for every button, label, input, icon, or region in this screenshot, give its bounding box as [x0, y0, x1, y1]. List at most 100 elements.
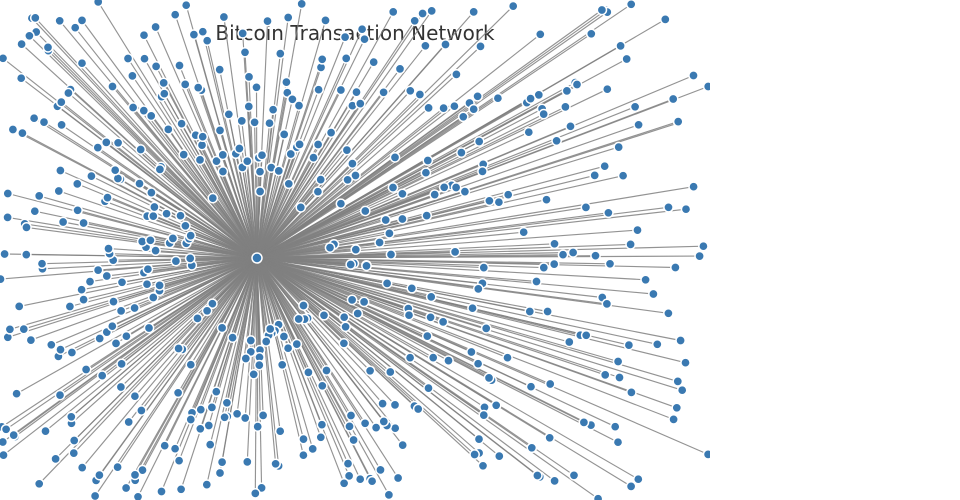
graph-node [92, 142, 104, 153]
graph-node [294, 139, 305, 150]
graph-node [150, 21, 161, 33]
graph-edge [256, 257, 607, 305]
graph-node [335, 84, 347, 96]
graph-node [315, 431, 327, 443]
graph-node [71, 178, 83, 190]
graph-node [15, 72, 27, 84]
graph-node [312, 186, 324, 198]
graph-node [150, 245, 161, 256]
graph-node [80, 364, 92, 375]
graph-node [451, 69, 462, 80]
graph-edge [22, 132, 258, 259]
graph-node [239, 46, 251, 58]
graph-edge [256, 257, 304, 456]
graph-edge [256, 243, 631, 259]
graph-edge [256, 28, 363, 259]
graph-node [590, 250, 601, 262]
graph-edge [256, 257, 349, 464]
graph-node [670, 262, 681, 273]
graph-node [378, 416, 390, 427]
graph-node [394, 63, 406, 75]
graph-node [136, 405, 147, 416]
graph-node [316, 53, 328, 65]
graph-edge [256, 257, 570, 343]
graph-node [580, 202, 592, 213]
graph-node [237, 28, 249, 39]
graph-node [469, 449, 480, 460]
graph-node [159, 440, 171, 452]
graph-node [298, 449, 309, 461]
graph-edge [81, 257, 258, 468]
graph-node [278, 331, 290, 342]
graph-edge [256, 92, 288, 259]
graph-node [340, 321, 351, 333]
graph-node [221, 397, 233, 409]
graph-node [283, 178, 295, 190]
graph-edge [256, 257, 555, 265]
graph-node [241, 456, 253, 468]
graph-node [423, 102, 434, 114]
graph-node [316, 419, 328, 431]
graph-edge [256, 212, 609, 259]
graph-edge [256, 186, 457, 259]
graph-node [472, 358, 484, 370]
graph-node [45, 339, 57, 351]
graph-node [33, 190, 45, 202]
graph-edge [256, 257, 263, 488]
graph-node [364, 365, 376, 377]
graph-node [281, 76, 292, 88]
graph-node [76, 15, 88, 26]
graph-node [197, 131, 209, 143]
graph-edge [256, 257, 646, 281]
graph-edge [256, 255, 700, 259]
graph-edge [256, 257, 500, 457]
graph-edge [7, 216, 258, 259]
graph-node [192, 82, 204, 93]
graph-node [55, 96, 67, 108]
graph-edge [74, 27, 258, 259]
graph-node [422, 155, 434, 166]
graph-node [274, 48, 286, 59]
graph-edge [256, 203, 342, 259]
graph-edge [256, 257, 555, 482]
graph-edge [256, 89, 342, 259]
graph-edge [256, 257, 544, 269]
graph-node [54, 389, 66, 401]
graph-node [387, 182, 399, 193]
graph-node [123, 416, 135, 428]
graph-node [18, 323, 30, 335]
graph-edge [256, 229, 638, 259]
graph-edge [256, 105, 300, 259]
graph-edge [256, 90, 568, 259]
graph-node [544, 378, 556, 390]
graph-node [502, 189, 514, 201]
graph-node [54, 15, 66, 27]
graph-node [420, 40, 431, 52]
graph-node [243, 101, 255, 112]
graph-node [663, 307, 674, 319]
graph-node [0, 449, 9, 461]
graph-edge [60, 257, 258, 351]
graph-node [603, 207, 614, 219]
graph-node [472, 90, 483, 102]
graph-node [219, 411, 230, 423]
graph-node [184, 253, 196, 264]
graph-node [478, 409, 490, 421]
graph-edge [256, 257, 616, 428]
graph-node [17, 127, 28, 139]
graph-node [315, 174, 327, 185]
graph-node [276, 359, 288, 371]
graph-node [609, 421, 621, 433]
graph-node [78, 217, 89, 229]
graph-edge [256, 257, 709, 455]
graph-node [253, 359, 265, 371]
graph-node [354, 98, 366, 109]
graph-node [139, 53, 150, 65]
graph-node [599, 160, 611, 172]
graph-edge [256, 257, 681, 342]
graph-node [429, 189, 441, 200]
graph-edge [256, 257, 304, 306]
graph-node [298, 433, 309, 445]
graph-node [518, 226, 530, 238]
graph-edge [148, 257, 258, 329]
